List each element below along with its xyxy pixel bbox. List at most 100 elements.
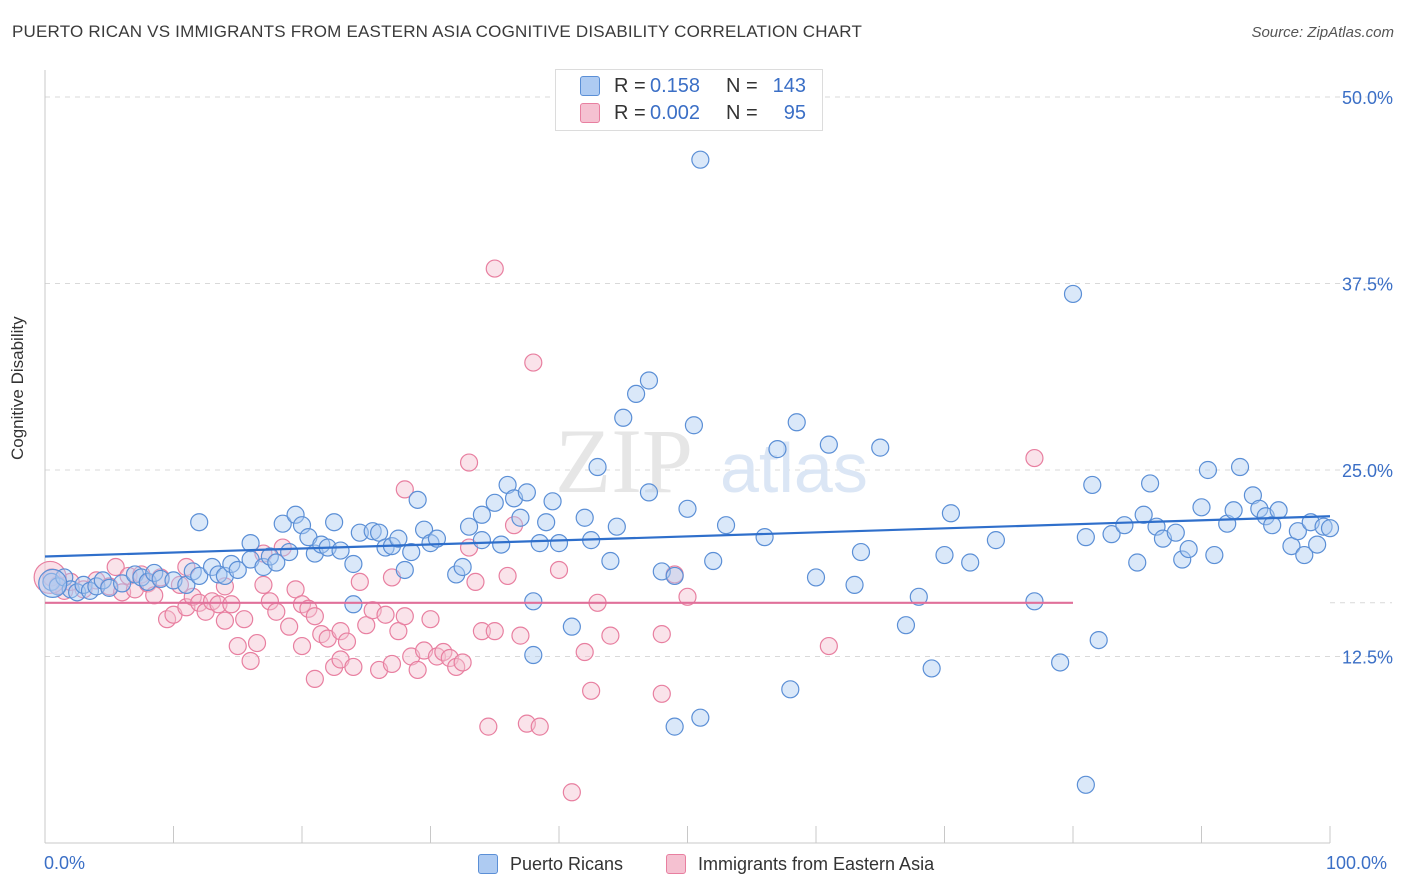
data-point-puerto-rican [639,371,659,390]
data-point-puerto-rican [459,517,479,536]
data-point-puerto-rican [601,551,620,571]
data-point-eastern-asia [260,592,279,611]
bottom-legend-eastern-asia: Immigrants from Eastern Asia [666,853,934,875]
data-point-puerto-rican [363,522,382,541]
data-point-eastern-asia [421,610,440,629]
data-point-puerto-rican [1025,592,1044,611]
data-point-puerto-rican [408,490,427,509]
data-point-puerto-rican [1269,501,1288,520]
data-point-puerto-rican [1134,505,1153,524]
data-point-puerto-rican [1051,653,1070,672]
data-point-eastern-asia [601,626,620,645]
axes [44,70,1331,844]
data-point-puerto-rican [1250,499,1269,518]
data-point-eastern-asia [280,617,299,636]
legend-n-label: N = [726,101,758,124]
data-point-puerto-rican [1198,460,1218,480]
legend-n-label: N = [726,74,758,97]
data-point-puerto-rican [1076,775,1095,794]
data-point-puerto-rican [607,517,626,536]
data-point-puerto-rican [517,483,536,502]
data-point-puerto-rican [228,560,247,580]
series-puerto-ricans [38,102,1340,794]
watermark-zip: ZIP [555,410,693,512]
data-point-puerto-rican [961,553,980,572]
series-immigrants-eastern-asia [33,259,1044,802]
data-point-puerto-rican [678,499,697,518]
data-point-puerto-rican [38,568,68,598]
data-point-puerto-rican [716,516,736,535]
data-point-puerto-rican [344,554,363,574]
data-point-eastern-asia [337,632,357,651]
legend-r-label: R = [614,74,646,97]
data-point-puerto-rican [1076,528,1095,547]
bottom-legend-swatch-blue [478,854,498,874]
data-point-puerto-rican [1128,553,1147,572]
data-point-puerto-rican [1320,519,1340,538]
data-point-puerto-rican [851,542,871,562]
data-point-puerto-rican [286,505,305,524]
data-point-eastern-asia [228,636,247,656]
data-point-puerto-rican [1179,539,1198,559]
data-point-puerto-rican [376,538,395,557]
data-point-puerto-rican [819,435,838,454]
data-point-puerto-rican [787,413,806,432]
legend-r-value: 0.002 [650,101,701,124]
data-point-puerto-rican [241,534,260,553]
data-point-eastern-asia [485,259,504,278]
data-point-eastern-asia [530,717,549,736]
data-point-puerto-rican [684,416,704,435]
data-point-puerto-rican [549,534,569,553]
data-point-puerto-rican [190,513,209,532]
data-point-eastern-asia [408,660,427,680]
legend-n-value: 143 [772,74,806,97]
bottom-legend-puerto-ricans: Puerto Ricans [478,853,623,875]
data-point-puerto-rican [935,545,954,565]
data-point-eastern-asia [267,602,286,621]
data-point-puerto-rican [941,504,961,523]
data-point-eastern-asia [498,566,517,586]
chart-title: PUERTO RICAN VS IMMIGRANTS FROM EASTERN … [12,22,863,41]
data-point-puerto-rican [427,529,447,548]
data-point-eastern-asia [247,633,267,653]
data-point-puerto-rican [1115,516,1134,535]
data-point-eastern-asia [299,599,318,618]
data-point-puerto-rican [626,384,646,404]
x-tick-max: 100.0% [1326,853,1388,873]
x-tick-min: 0.0% [44,853,86,873]
legend: R = 0.158 N = 143 R = 0.002 N = 95 [555,69,823,131]
watermark-atlas: atlas [720,429,868,507]
data-point-puerto-rican [447,565,466,584]
data-point-puerto-rican [273,514,292,533]
data-point-puerto-rican [691,708,710,727]
grid [45,96,1392,657]
data-point-eastern-asia [235,610,254,629]
data-point-eastern-asia [819,636,838,656]
data-point-puerto-rican [530,534,549,553]
data-point-puerto-rican [1083,475,1102,495]
legend-swatch-pink [580,103,600,123]
data-point-puerto-rican [511,508,530,527]
data-point-puerto-rican [543,492,562,511]
source-label: Source: ZipAtlas.com [1251,24,1394,41]
data-point-eastern-asia [472,622,491,641]
data-point-puerto-rican [209,565,228,584]
data-point-puerto-rican [1205,545,1224,565]
y-tick-label: 50.0% [1342,88,1393,108]
data-point-puerto-rican [806,568,826,587]
data-point-puerto-rican [1166,523,1185,542]
data-point-eastern-asia [1025,448,1044,468]
bottom-legend-label: Immigrants from Eastern Asia [698,853,935,874]
data-point-puerto-rican [1089,630,1108,650]
y-tick-label: 12.5% [1342,648,1393,668]
data-point-eastern-asia [305,607,324,626]
data-point-puerto-rican [1308,535,1327,554]
data-point-puerto-rican [871,438,890,457]
data-point-puerto-rican [575,508,594,527]
data-point-eastern-asia [222,595,241,614]
data-point-puerto-rican [781,680,800,699]
data-point-puerto-rican [665,566,684,586]
data-point-puerto-rican [1314,517,1333,536]
data-point-puerto-rican [537,513,556,532]
